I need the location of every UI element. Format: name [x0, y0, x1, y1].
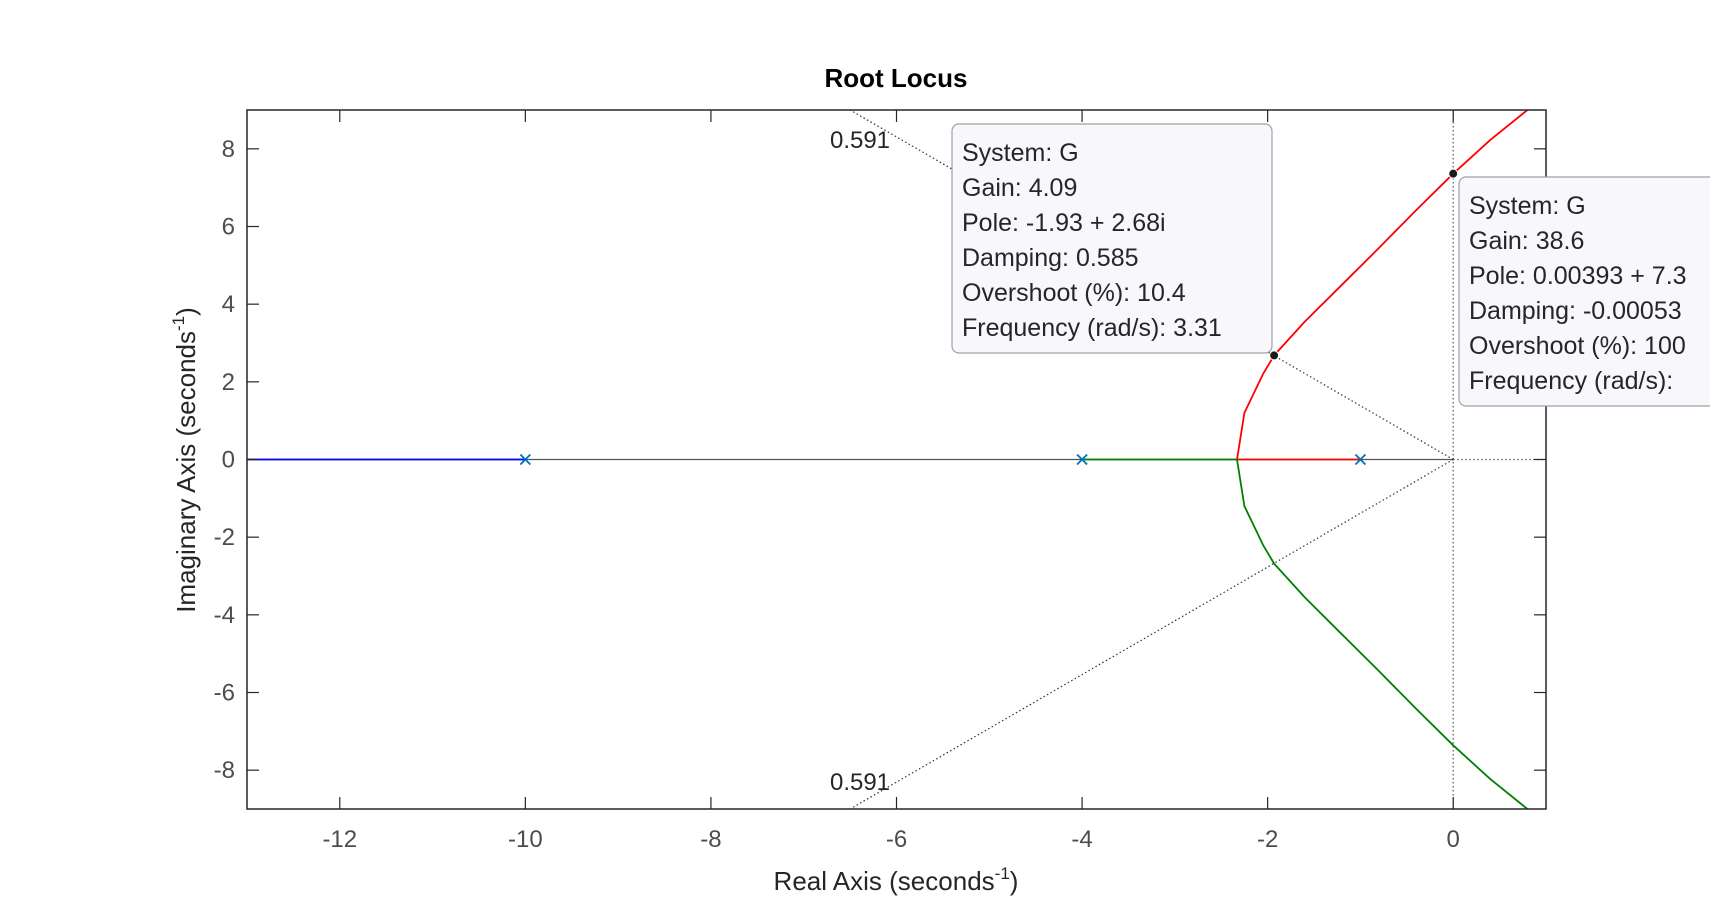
y-tick-label: -8 [214, 757, 235, 784]
datatip-marker [1269, 350, 1280, 361]
x-tick-label: -12 [322, 826, 357, 853]
chart-title: Root Locus [825, 63, 968, 93]
x-tick-label: -2 [1257, 826, 1278, 853]
x-tick-label: -4 [1071, 826, 1092, 853]
x-tick-label: -10 [508, 826, 543, 853]
x-tick-label: 0 [1447, 826, 1460, 853]
datatip-marker [1448, 168, 1459, 179]
y-tick-label: 4 [222, 291, 235, 318]
y-tick-label: 0 [222, 447, 235, 474]
datatip-line: Damping: 0.585 [962, 244, 1139, 272]
datatip-line: System: G [1469, 192, 1586, 220]
pole-marker-stroke [519, 453, 531, 466]
pole-marker-stroke [1354, 453, 1367, 466]
datatip-line: System: G [962, 139, 1079, 167]
y-tick-label: -6 [214, 680, 235, 707]
datatip-line: Frequency (rad/s): [1469, 367, 1673, 395]
pole-marker [1354, 453, 1367, 466]
datatips[interactable]: System: G Gain: 4.09 Pole: -1.93 + 2.68i Da… [951, 123, 1710, 407]
damping-label: 0.591 [830, 127, 890, 154]
datatip-line: Pole: -1.93 + 2.68i [962, 209, 1166, 237]
open-loop-poles [519, 453, 1367, 466]
y-axis-label: Imaginary Axis (seconds-1) [169, 307, 201, 613]
y-tick-label: 2 [222, 369, 235, 396]
pole-marker-stroke [1076, 453, 1088, 466]
datatip-line: Overshoot (%): 100 [1469, 332, 1686, 360]
y-tick-label: -4 [214, 602, 235, 629]
locus-branches [247, 109, 1528, 810]
y-tick-label: -2 [214, 524, 235, 551]
damping-line [849, 458, 1454, 810]
datatip-box [951, 123, 1273, 354]
datatip[interactable]: System: G Gain: 38.6 Pole: 0.00393 + 7.3 Da… [1448, 168, 1710, 407]
damping-label: 0.591 [830, 769, 890, 796]
x-tick-label: -6 [886, 826, 907, 853]
plot-box [246, 109, 1547, 810]
datatip-box [1458, 176, 1710, 407]
x-axis-label: Real Axis (seconds-1) [774, 864, 1019, 896]
datatip-line: Frequency (rad/s): 3.31 [962, 314, 1222, 342]
axis-ticks: -12 -10 -8 -6 -4 -2 0 -8 -6 -4 -2 0 2 4 6 8 [214, 110, 1546, 853]
y-tick-label: 6 [222, 214, 235, 241]
datatip-line: Pole: 0.00393 + 7.3 [1469, 262, 1687, 290]
locus-branch [1236, 109, 1528, 461]
datatip-line: Damping: -0.00053 [1469, 297, 1682, 325]
locus-branch [1082, 458, 1528, 810]
pole-marker [1076, 453, 1088, 466]
datatip-line: Gain: 38.6 [1469, 227, 1584, 255]
pole-marker [519, 453, 531, 466]
datatip[interactable]: System: G Gain: 4.09 Pole: -1.93 + 2.68i Da… [951, 123, 1280, 361]
y-tick-label: 8 [222, 136, 235, 163]
x-tick-label: -8 [700, 826, 721, 853]
datatip-line: Gain: 4.09 [962, 174, 1077, 202]
datatip-line: Overshoot (%): 10.4 [962, 279, 1186, 307]
